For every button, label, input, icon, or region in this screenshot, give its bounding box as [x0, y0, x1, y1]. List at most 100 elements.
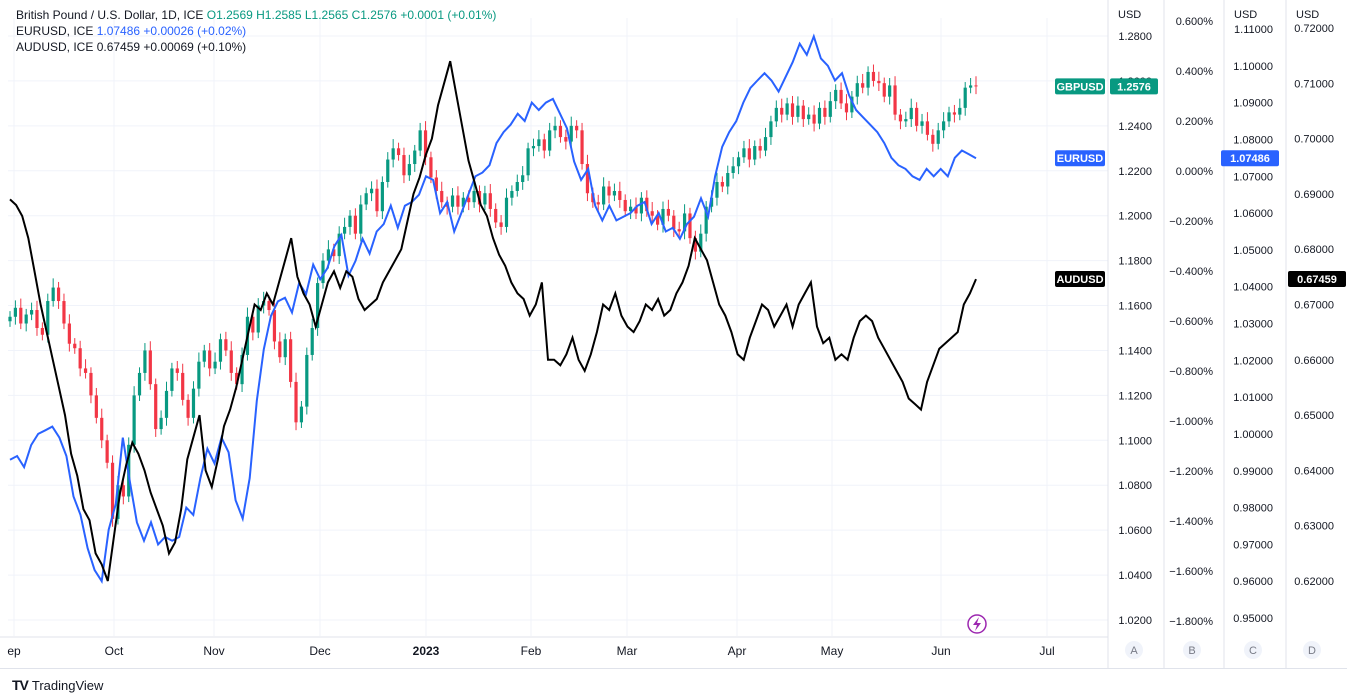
candle-body — [294, 381, 298, 423]
candle-body — [181, 372, 185, 400]
legend-open: O1.2569 — [206, 8, 253, 22]
chart-area[interactable]: USD1.28001.26001.24001.22001.20001.18001… — [0, 0, 1347, 668]
candle-body — [726, 173, 730, 187]
candle-body — [780, 107, 784, 115]
scale-tick-A: 1.1000 — [1118, 435, 1152, 447]
scale-button-label-c: C — [1249, 645, 1257, 657]
candle-body — [289, 339, 293, 382]
candle-body — [62, 301, 66, 324]
scale-tick-D: 0.72000 — [1294, 23, 1334, 35]
scale-tick-D: 0.66000 — [1294, 355, 1334, 367]
candle-body — [305, 354, 309, 407]
candle-body — [817, 107, 822, 124]
candle-body — [434, 177, 438, 191]
candle-body — [423, 130, 428, 158]
candle-body — [688, 213, 692, 239]
candle-body — [164, 390, 169, 418]
price-scales[interactable]: USD1.28001.26001.24001.22001.20001.18001… — [1107, 0, 1347, 668]
last-price-tag-audusd — [1288, 271, 1346, 288]
series-name-tag-audusd — [1055, 271, 1105, 288]
candle-body — [699, 233, 703, 252]
candle-body — [143, 350, 147, 373]
scale-tick-A: 1.0800 — [1118, 480, 1152, 492]
candle-body — [580, 130, 584, 165]
candle-body — [359, 204, 363, 234]
candle-body — [202, 350, 206, 362]
scale-tick-C: 1.03000 — [1233, 319, 1273, 331]
scale-tick-C: 1.06000 — [1233, 208, 1273, 220]
candle-body — [720, 182, 724, 187]
lightning-icon[interactable] — [967, 614, 987, 634]
scale-tick-A: 1.1800 — [1118, 256, 1152, 268]
candle-body — [834, 89, 838, 102]
scale-tick-B: −1.000% — [1169, 416, 1213, 428]
scale-tick-A: 1.2400 — [1118, 121, 1152, 133]
scale-tick-C: 0.95000 — [1233, 613, 1273, 625]
candle-body — [483, 193, 487, 205]
scale-tick-C: 1.07000 — [1233, 171, 1273, 183]
candle-body — [56, 287, 61, 302]
scale-unit-A: USD — [1118, 9, 1141, 21]
legend-row-gbpusd[interactable]: British Pound / U.S. Dollar, 1D, ICE O1.… — [16, 7, 496, 23]
candle-body — [8, 316, 12, 322]
candle-body — [175, 368, 179, 373]
price-chart[interactable]: USD1.28001.26001.24001.22001.20001.18001… — [0, 0, 1347, 668]
legend-row-eurusd[interactable]: EURUSD, ICE 1.07486 +0.00026 (+0.02%) — [16, 23, 496, 39]
candle-body — [731, 166, 735, 174]
tradingview-logo[interactable]: TV TradingView — [12, 677, 103, 693]
candle-body — [342, 226, 347, 234]
legend-audusd-name: AUDUSD, ICE — [16, 40, 94, 54]
candle-body — [105, 440, 109, 463]
time-axis[interactable]: ep Oct Nov Dec 2023 Feb Mar Apr May Jun Jul — [0, 636, 1108, 658]
candle-body — [456, 195, 460, 207]
legend-gbpusd-name: British Pound / U.S. Dollar, 1D, ICE — [16, 8, 204, 22]
candle-body — [418, 130, 422, 151]
candle-body — [915, 107, 919, 126]
candle-body — [224, 339, 228, 351]
candle-body — [947, 112, 951, 122]
legend-eurusd-change: +0.00026 (+0.02%) — [143, 24, 247, 38]
scale-tick-D: 0.71000 — [1294, 78, 1334, 90]
candle-body — [844, 103, 849, 113]
legend-change: +0.0001 (+0.01%) — [400, 8, 497, 22]
scale-button-label-a: A — [1130, 645, 1138, 657]
candle-body — [348, 215, 352, 227]
scale-tick-B: −1.800% — [1169, 616, 1213, 628]
scale-tick-C: 1.10000 — [1233, 61, 1273, 73]
time-label: Nov — [203, 644, 224, 658]
legend-eurusd-value: 1.07486 — [96, 24, 141, 38]
candle-body — [137, 372, 142, 396]
candle-body — [186, 399, 190, 418]
candle-body — [639, 197, 644, 214]
candle-body — [931, 134, 935, 144]
candle-body — [488, 193, 492, 209]
candle-body — [704, 206, 708, 234]
scale-tick-C: 1.01000 — [1233, 392, 1273, 404]
scale-button-b — [1183, 641, 1201, 659]
scale-tick-C: 1.02000 — [1233, 355, 1273, 367]
scale-tick-C: 0.98000 — [1233, 503, 1273, 515]
candle-body — [272, 310, 277, 342]
candle-body — [504, 197, 509, 227]
scale-tick-C: 1.00000 — [1233, 429, 1273, 441]
candle-body — [904, 119, 908, 122]
candle-body — [763, 137, 768, 151]
scale-tick-A: 1.2200 — [1118, 166, 1152, 178]
candle-body — [251, 316, 255, 333]
candle-body — [78, 348, 82, 369]
legend-row-audusd[interactable]: AUDUSD, ICE 0.67459 +0.00069 (+0.10%) — [16, 39, 496, 55]
candle-body — [494, 208, 498, 223]
candle-body — [407, 164, 411, 176]
candle-body — [353, 215, 357, 234]
candle-body — [402, 155, 406, 176]
legend-high: H1.2585 — [256, 8, 302, 22]
series-name-tag-eurusd — [1055, 150, 1105, 167]
candle-body — [747, 148, 751, 160]
candle-body — [623, 199, 627, 212]
candle-body — [154, 384, 158, 430]
candle-body — [925, 121, 930, 135]
candle-body — [110, 462, 115, 519]
candle-body — [564, 137, 568, 142]
candle-body — [920, 121, 924, 126]
candle-body — [785, 103, 789, 115]
